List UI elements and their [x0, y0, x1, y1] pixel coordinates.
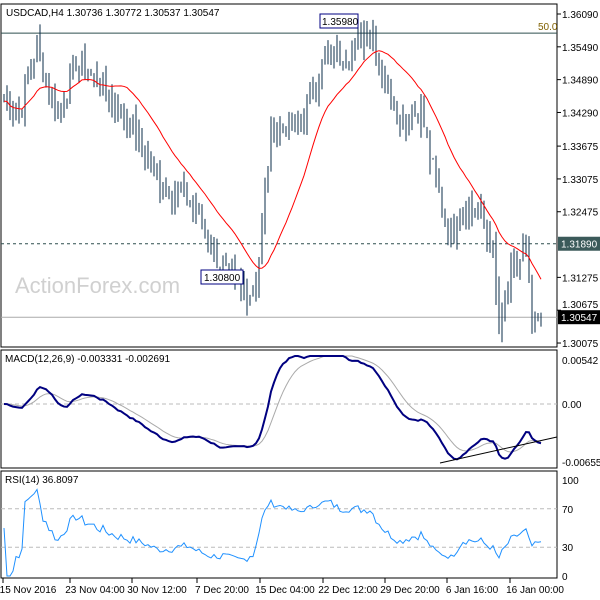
macd-trendline: [439, 436, 558, 464]
price-axis-label: 1.30075: [562, 339, 599, 350]
time-axis-label: 29 Dec 20:00: [380, 585, 440, 596]
moving-average-line: [3, 50, 542, 280]
macd-label: MACD(12,26,9) -0.003331 -0.002691: [5, 354, 171, 365]
time-axis-label: 23 Nov 04:00: [65, 585, 125, 596]
rsi-label: RSI(14) 36.8097: [5, 475, 79, 486]
resistance-badge: [558, 236, 600, 251]
time-axis-label: 22 Dec 12:00: [318, 585, 378, 596]
price-axis-label: 1.33675: [562, 142, 599, 153]
low-label: 1.30800: [204, 273, 241, 284]
price-axis-label: 1.32475: [562, 208, 599, 219]
macd-panel: [0, 349, 558, 469]
price-axis-label: 1.30675: [562, 300, 599, 311]
current-price-badge: [558, 310, 600, 325]
high-label-box: [319, 13, 359, 29]
rsi-axis-label: 0: [562, 572, 568, 583]
low-label-box: [200, 269, 244, 285]
macd-axis-label: 0.00: [562, 400, 582, 411]
watermark: ActionForex.com: [15, 273, 180, 298]
price-axis-label: 1.33075: [562, 175, 599, 186]
current-price-value: 1.30547: [561, 313, 598, 324]
rsi-axis-label: 100: [562, 476, 579, 487]
macd-axis-label: -0.006551: [562, 458, 600, 469]
price-axis-label: 1.35490: [562, 43, 599, 54]
time-axis-label: 15 Dec 04:00: [255, 585, 315, 596]
fib-50-label: 50.0: [538, 22, 558, 33]
price-axis-label: 1.34890: [562, 76, 599, 87]
price-axis-label: 1.31275: [562, 273, 599, 284]
time-axis-label: 6 Jan 16:00: [446, 585, 499, 596]
symbol-header: USDCAD,H4 1.30736 1.30772 1.30537 1.3054…: [6, 8, 220, 19]
macd-line: [3, 354, 542, 461]
high-label: 1.35980: [322, 17, 359, 28]
time-axis-label: 16 Jan 00:00: [506, 585, 564, 596]
time-axis-label: 7 Dec 20:00: [195, 585, 249, 596]
rsi-axis-label: 70: [562, 505, 574, 516]
price-axis-label: 1.34290: [562, 108, 599, 119]
macd-axis-label: 0.00542: [562, 356, 599, 367]
time-axis-label: 15 Nov 2016: [0, 585, 57, 596]
macd-signal-line: [3, 355, 542, 453]
price-axis-label: 1.36090: [562, 10, 599, 21]
time-axis-label: 30 Nov 12:00: [127, 585, 187, 596]
rsi-line: [3, 488, 542, 577]
rsi-panel: [0, 470, 558, 579]
resistance-value: 1.31890: [561, 240, 598, 251]
rsi-axis-label: 30: [562, 543, 574, 554]
price-panel: [0, 3, 558, 348]
